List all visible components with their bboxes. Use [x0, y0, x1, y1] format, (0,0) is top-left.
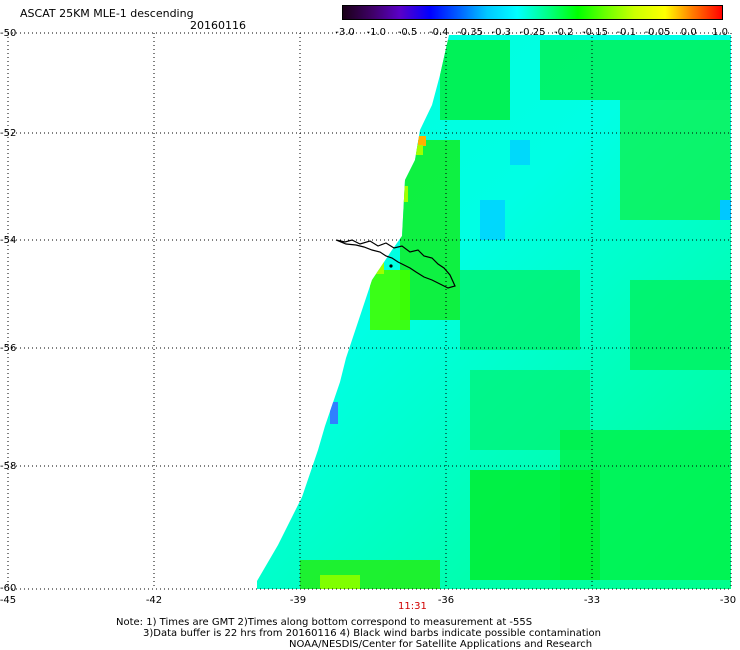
- pass-time-label: 11:31: [398, 601, 427, 612]
- product-title: ASCAT 25KM MLE-1 descending: [20, 7, 194, 20]
- colorbar-label: -0.15: [582, 27, 608, 38]
- note-line-1: Note: 1) Times are GMT 2)Times along bot…: [116, 617, 533, 628]
- longitude-label: -33: [583, 595, 601, 606]
- latitude-label: -52: [0, 128, 17, 139]
- coastline: [335, 239, 456, 289]
- longitude-label: -39: [289, 595, 307, 606]
- colorbar-label: -0.5: [397, 27, 418, 38]
- note-line-2: 3)Data buffer is 22 hrs from 20160116 4)…: [143, 628, 601, 639]
- product-date: 20160116: [190, 19, 246, 32]
- latitude-label: -54: [0, 235, 17, 246]
- longitude-label: -36: [437, 595, 455, 606]
- longitude-label: -30: [719, 595, 737, 606]
- note-line-3: NOAA/NESDIS/Center for Satellite Applica…: [289, 639, 593, 650]
- longitude-label: -45: [0, 595, 17, 606]
- latitude-label: -56: [0, 343, 17, 354]
- colorbar-label: -0.3: [491, 27, 512, 38]
- latitude-label: -58: [0, 461, 17, 472]
- colorbar-label: -0.35: [457, 27, 483, 38]
- colorbar-label: -0.05: [644, 27, 671, 38]
- colorbar: [342, 5, 723, 20]
- colorbar-label: -0.4: [428, 27, 449, 38]
- longitude-label: -42: [145, 595, 163, 606]
- colorbar-label: -0.1: [616, 27, 637, 38]
- latitude-label: -50: [0, 28, 17, 39]
- graticule: [7, 32, 732, 590]
- latitude-label: -60: [0, 583, 17, 594]
- colorbar-label: -0.2: [553, 27, 574, 38]
